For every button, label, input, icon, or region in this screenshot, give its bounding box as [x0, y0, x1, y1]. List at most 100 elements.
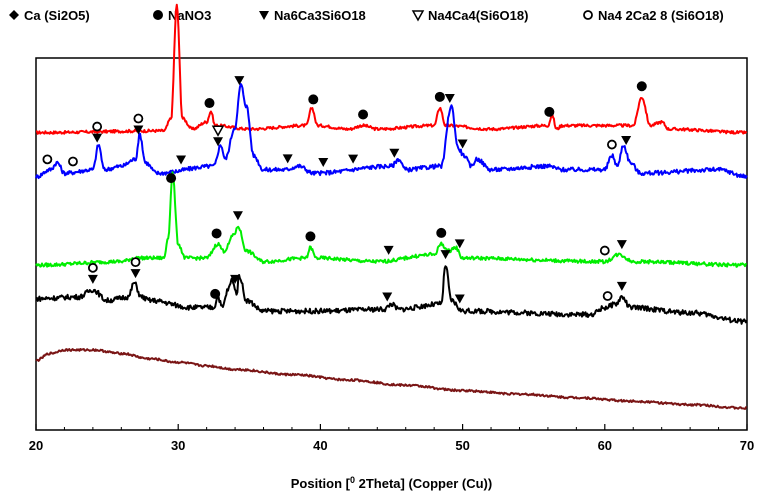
peak-marker	[616, 281, 627, 291]
peak-marker	[68, 156, 78, 167]
legend-item: Na4 2Ca2 8 (Si6O18)	[583, 8, 724, 23]
peak-marker	[457, 139, 468, 149]
phase-marker	[68, 156, 78, 167]
peak-marker	[230, 274, 241, 284]
x-tick-label: 70	[740, 438, 754, 453]
peak-marker	[444, 94, 455, 104]
phase-marker	[204, 98, 215, 109]
peak-marker	[383, 245, 394, 255]
phase-marker	[87, 262, 98, 273]
peak-marker	[382, 292, 393, 302]
peak-marker	[621, 136, 632, 146]
phase-marker	[130, 269, 141, 279]
peak-marker	[210, 288, 221, 299]
phase-marker	[87, 274, 98, 284]
phase-marker	[544, 106, 555, 117]
legend-item: NaNO3	[153, 8, 211, 23]
peak-marker	[436, 227, 447, 238]
phase-marker	[599, 245, 610, 256]
peak-marker	[607, 139, 617, 150]
peak-marker	[616, 240, 627, 250]
phase-marker	[389, 148, 400, 158]
peak-marker	[305, 231, 316, 242]
phase-marker	[382, 292, 393, 302]
peak-marker	[211, 228, 222, 239]
peak-marker	[282, 154, 293, 164]
legend-marker	[411, 10, 425, 22]
x-tick-label: 30	[171, 438, 185, 453]
peak-marker	[211, 125, 225, 147]
legend-label: Na4 2Ca2 8 (Si6O18)	[598, 8, 724, 23]
phase-marker	[444, 94, 455, 104]
legend-marker	[259, 11, 269, 20]
peak-marker	[234, 76, 245, 86]
legend-label: Na6Ca3Si6O18	[274, 8, 366, 23]
phase-marker	[308, 94, 319, 105]
phase-marker	[616, 240, 627, 250]
phase-marker	[358, 109, 369, 120]
phase-marker	[621, 136, 632, 146]
phase-marker	[602, 291, 613, 301]
peak-marker	[92, 121, 103, 143]
x-tick-label: 40	[313, 438, 327, 453]
legend-label: Ca (Si2O5)	[24, 8, 90, 23]
phase-marker	[92, 121, 103, 132]
phase-marker	[92, 133, 103, 143]
peak-marker	[636, 81, 647, 92]
series-line	[35, 83, 748, 180]
peak-marker	[599, 245, 610, 256]
legend-item: Na4Ca4(Si6O18)	[411, 8, 528, 23]
peak-marker	[166, 173, 177, 184]
legend-item: Ca (Si2O5)	[9, 8, 90, 23]
x-tick-label: 20	[29, 438, 43, 453]
peak-marker	[204, 98, 215, 109]
x-tick-label: 50	[455, 438, 469, 453]
x-axis-title: Position [0 2Theta] (Copper (Cu))	[291, 475, 492, 491]
phase-marker	[616, 281, 627, 291]
phase-marker	[232, 211, 243, 221]
phase-marker	[305, 231, 316, 242]
series-line	[35, 3, 748, 135]
legend-marker	[153, 10, 163, 20]
phase-marker	[42, 154, 53, 165]
peak-marker	[130, 257, 141, 279]
phase-marker	[176, 155, 187, 165]
peak-marker	[434, 91, 445, 102]
phase-marker	[230, 274, 241, 284]
phase-marker	[457, 139, 468, 149]
peak-marker	[602, 291, 613, 301]
series-line	[35, 171, 747, 268]
plot-frame	[35, 57, 748, 431]
peak-marker	[358, 109, 369, 120]
peak-marker	[133, 113, 144, 135]
peak-marker	[308, 94, 319, 105]
marker-layer	[42, 76, 647, 304]
phase-marker	[166, 173, 177, 184]
series-layer	[35, 3, 748, 410]
peak-marker	[389, 148, 400, 158]
phase-marker	[213, 137, 224, 147]
peak-marker	[232, 211, 243, 221]
peak-marker	[454, 239, 465, 249]
legend-marker	[583, 10, 593, 20]
peak-marker	[42, 154, 53, 165]
phase-marker	[234, 76, 245, 86]
peak-marker	[544, 106, 555, 117]
peak-marker	[87, 262, 98, 284]
x-axis: 20 30 40 50 60 70	[29, 424, 754, 453]
legend-marker	[9, 10, 19, 20]
phase-marker	[282, 154, 293, 164]
phase-marker	[454, 294, 465, 304]
phase-marker	[133, 113, 144, 124]
phase-marker	[383, 245, 394, 255]
phase-marker	[436, 227, 447, 238]
phase-marker	[607, 139, 617, 150]
phase-marker	[434, 91, 445, 102]
phase-marker	[210, 288, 221, 299]
legend: Ca (Si2O5) NaNO3 Na6Ca3Si6O18 Na4Ca4(Si6O18…	[9, 8, 724, 23]
phase-marker	[211, 125, 225, 137]
legend-item: Na6Ca3Si6O18	[259, 8, 366, 23]
phase-marker	[440, 250, 451, 260]
x-tick-label: 60	[598, 438, 612, 453]
